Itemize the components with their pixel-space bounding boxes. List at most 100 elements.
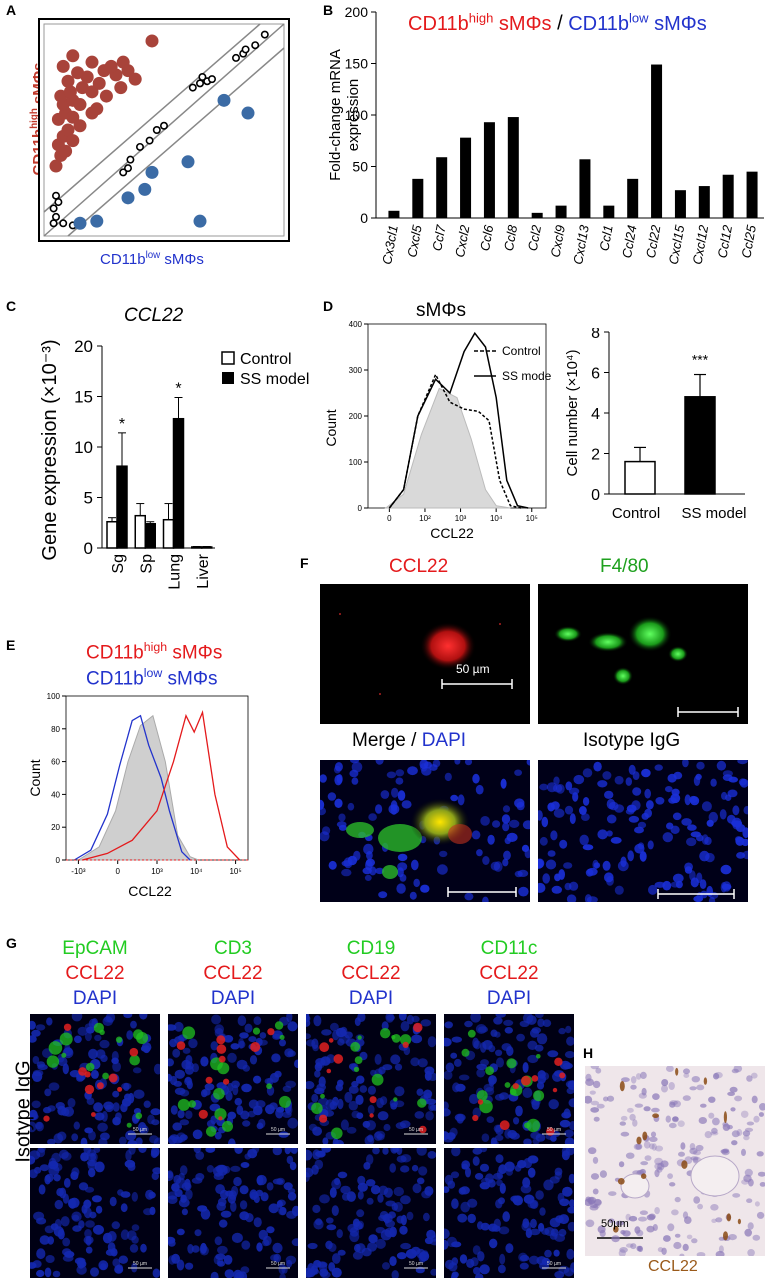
nucleus [109, 1196, 117, 1207]
nucleus [31, 1029, 41, 1037]
ccl22-stain [703, 1077, 708, 1085]
red-signal [369, 1096, 377, 1104]
nucleus [336, 774, 343, 784]
nucleus [646, 1225, 655, 1233]
nucleus [102, 1016, 114, 1026]
nucleus [701, 801, 712, 812]
nucleus [253, 1217, 262, 1228]
nucleus [39, 1164, 50, 1172]
nucleus [153, 1063, 160, 1075]
nucleus [725, 794, 732, 801]
nucleus [138, 1148, 147, 1153]
panel-f-ccl22-image: 50 µm [320, 584, 530, 724]
nucleus [608, 801, 619, 811]
nucleus [249, 1055, 258, 1065]
nucleus [665, 786, 673, 793]
dapi-label: DAPI [210, 988, 256, 1009]
nucleus [470, 1014, 481, 1023]
y-tick-label: 0 [360, 210, 368, 226]
nucleus [64, 1250, 75, 1258]
duct [620, 1173, 650, 1199]
nucleus [504, 1027, 513, 1034]
nucleus [457, 794, 465, 806]
nucleus [729, 1086, 738, 1093]
nucleus [84, 1031, 92, 1042]
nucleus [378, 891, 388, 899]
bar [144, 523, 156, 549]
nucleus [522, 1062, 529, 1073]
nucleus [710, 1204, 719, 1211]
nucleus [263, 1235, 272, 1246]
nucleus [216, 1201, 226, 1211]
scatter-point [85, 85, 99, 99]
nucleus [217, 1257, 224, 1266]
nucleus [326, 1217, 334, 1224]
green-signal [177, 1098, 190, 1111]
nucleus [331, 1267, 342, 1278]
nucleus [88, 1130, 96, 1141]
red-signal [84, 1084, 95, 1095]
red-signal [250, 1042, 261, 1052]
green-signal [504, 1082, 511, 1088]
micrograph: 50 µm [168, 1148, 298, 1278]
green-signal [371, 1073, 384, 1086]
nucleus [390, 1148, 399, 1154]
nucleus [672, 1116, 679, 1123]
nucleus [237, 1015, 247, 1026]
nucleus [470, 1257, 479, 1267]
nucleus [488, 1075, 495, 1087]
nucleus [521, 844, 530, 852]
nucleus [99, 1039, 110, 1049]
ccl22-stain [641, 1173, 647, 1179]
x-tick-label: Ccl2 [525, 223, 544, 252]
nucleus [377, 1111, 389, 1121]
panel-letter-c: C [6, 298, 17, 314]
nucleus [553, 1249, 560, 1257]
nucleus [514, 769, 522, 776]
scatter-point [145, 34, 159, 48]
nucleus [536, 1081, 545, 1090]
nucleus [348, 1100, 358, 1111]
nucleus [690, 1156, 699, 1161]
nucleus [351, 1110, 360, 1119]
ccl22-stain [737, 1218, 741, 1225]
scatter-point [92, 76, 106, 90]
nucleus [71, 1167, 80, 1177]
nucleus [698, 1117, 707, 1124]
nucleus [538, 882, 546, 893]
green-signal [485, 1066, 494, 1076]
legend-label: SS model [240, 371, 309, 388]
x-tick-label: Sg [110, 554, 127, 574]
nucleus [502, 822, 510, 832]
y-tick-label: 50 [352, 159, 368, 175]
nucleus [689, 795, 698, 804]
scatter-point [121, 191, 135, 205]
green-signal [274, 1021, 284, 1030]
nucleus [561, 1150, 570, 1161]
y-tick-label: 100 [349, 458, 363, 467]
nucleus [276, 1106, 285, 1113]
nucleus [172, 1048, 181, 1058]
nucleus [378, 1185, 389, 1195]
nucleus [758, 1112, 764, 1117]
nucleus [640, 1071, 647, 1079]
nucleus [689, 1143, 696, 1150]
nucleus [220, 1210, 232, 1218]
nucleus [502, 858, 509, 867]
red-signal [499, 1120, 510, 1131]
nucleus [272, 1178, 284, 1185]
nucleus [181, 1208, 188, 1216]
nucleus [693, 1196, 701, 1204]
nucleus [697, 1203, 703, 1210]
nucleus [185, 1110, 193, 1119]
nucleus [593, 1116, 600, 1122]
nucleus [30, 1112, 39, 1121]
nucleus [269, 1102, 278, 1110]
nucleus [541, 1228, 550, 1235]
nucleus [338, 813, 346, 822]
nucleus [660, 1160, 669, 1168]
y-tick-label: 6 [591, 366, 600, 383]
nucleus [178, 1198, 190, 1208]
scatter-point [124, 164, 133, 173]
nucleus [479, 1264, 490, 1275]
